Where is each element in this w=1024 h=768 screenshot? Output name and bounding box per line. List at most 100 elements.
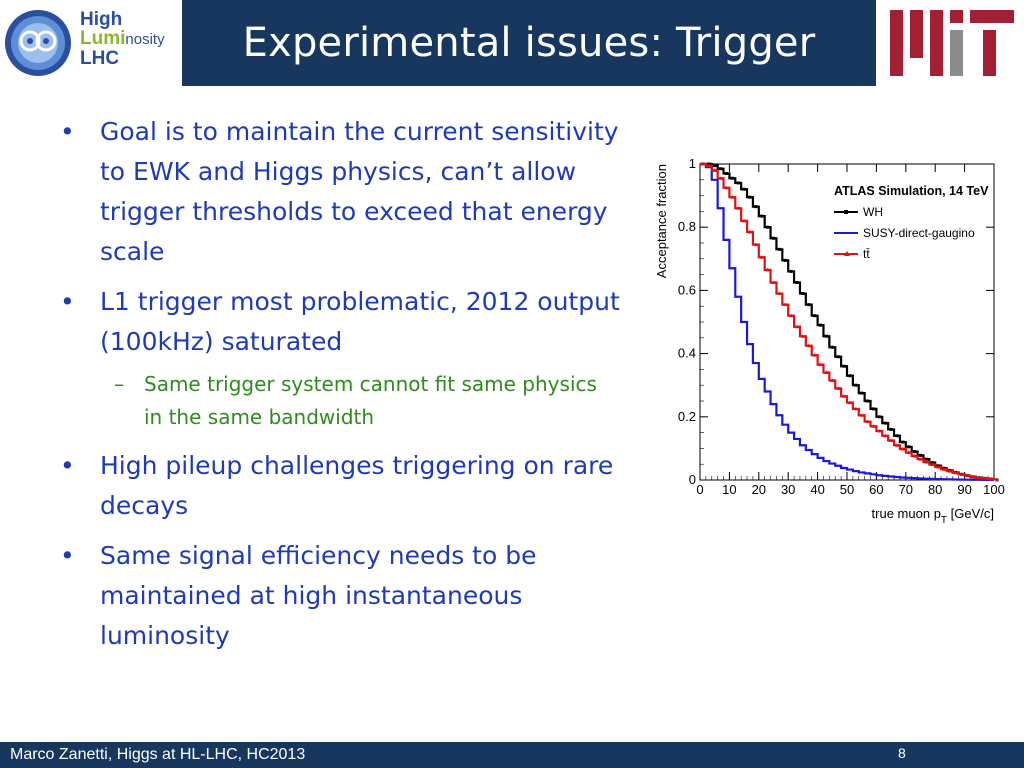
series-point-0 bbox=[795, 281, 799, 284]
series-point-2 bbox=[994, 478, 999, 482]
bullet-text: High pileup challenges triggering on rar… bbox=[100, 451, 614, 520]
series-point-2 bbox=[959, 472, 964, 476]
sub-bullet-item: – Same trigger system cannot fit same ph… bbox=[60, 368, 620, 434]
series-point-0 bbox=[919, 453, 922, 457]
footer: Marco Zanetti, Higgs at HL-LHC, HC2013 8 bbox=[0, 742, 1024, 768]
series-point-0 bbox=[730, 176, 734, 180]
series-point-0 bbox=[760, 214, 764, 218]
header: High Luminosity LHC Experimental issues:… bbox=[0, 0, 1024, 86]
series-point-2 bbox=[865, 419, 870, 424]
series-point-2 bbox=[730, 195, 735, 199]
bullet-text: L1 trigger most problematic, 2012 output… bbox=[100, 287, 620, 356]
series-point-2 bbox=[883, 433, 888, 438]
series-point-2 bbox=[889, 438, 894, 442]
x-tick-label: 90 bbox=[957, 482, 971, 497]
series-point-2 bbox=[894, 443, 899, 447]
series-point-0 bbox=[907, 445, 911, 449]
series-point-2 bbox=[842, 394, 847, 398]
series-point-0 bbox=[866, 399, 870, 403]
series-point-2 bbox=[989, 477, 994, 481]
y-tick-label: 0 bbox=[689, 472, 696, 487]
series-point-2 bbox=[936, 465, 941, 469]
series-point-0 bbox=[895, 434, 899, 438]
series-point-0 bbox=[901, 440, 905, 444]
series-point-2 bbox=[900, 447, 905, 451]
series-point-2 bbox=[765, 267, 770, 272]
series-point-0 bbox=[783, 258, 787, 262]
series-point-2 bbox=[971, 474, 976, 479]
series-point-2 bbox=[800, 334, 805, 338]
series-point-0 bbox=[719, 167, 723, 171]
series-point-0 bbox=[830, 345, 834, 349]
bullet-dot: • bbox=[60, 541, 75, 570]
series-point-0 bbox=[842, 364, 846, 368]
series-point-2 bbox=[983, 476, 988, 480]
bullet-item: • High pileup challenges triggering on r… bbox=[60, 446, 620, 526]
series-point-0 bbox=[860, 391, 864, 395]
series-point-2 bbox=[742, 218, 747, 223]
title-bar: Experimental issues: Trigger bbox=[182, 0, 876, 86]
series-point-2 bbox=[877, 429, 882, 433]
lhc-ring-icon bbox=[5, 10, 71, 76]
series-point-2 bbox=[818, 362, 823, 367]
series-point-0 bbox=[889, 427, 893, 431]
sub-bullet-dash: – bbox=[114, 372, 124, 396]
footer-credit: Marco Zanetti, Higgs at HL-LHC, HC2013 bbox=[10, 746, 306, 763]
series-point-2 bbox=[912, 453, 917, 458]
x-tick-label: 80 bbox=[928, 482, 942, 497]
series-point-0 bbox=[871, 407, 875, 411]
y-axis-label: Acceptance fraction bbox=[654, 164, 669, 278]
series-point-2 bbox=[736, 206, 741, 210]
series-point-2 bbox=[771, 280, 776, 284]
series-point-2 bbox=[706, 163, 711, 168]
logo-lumi: Lumi bbox=[80, 28, 126, 49]
x-tick-label: 20 bbox=[752, 482, 766, 497]
series-point-2 bbox=[783, 302, 788, 307]
series-point-2 bbox=[712, 168, 717, 172]
page-title: Experimental issues: Trigger bbox=[242, 20, 816, 66]
series-point-2 bbox=[853, 406, 858, 411]
legend-marker-2 bbox=[844, 251, 850, 256]
page-number: 8 bbox=[898, 745, 906, 761]
series-point-0 bbox=[848, 374, 852, 378]
logo-lhc: LHC bbox=[80, 48, 120, 69]
logo-nosity: nosity bbox=[125, 31, 165, 48]
y-tick-label: 0.4 bbox=[678, 346, 696, 361]
series-point-0 bbox=[772, 236, 775, 240]
series-point-0 bbox=[748, 195, 752, 199]
legend-label-1: SUSY-direct-gauginо bbox=[863, 226, 975, 240]
x-tick-label: 50 bbox=[840, 482, 854, 497]
series-point-2 bbox=[859, 413, 864, 417]
x-tick-label: 10 bbox=[722, 482, 736, 497]
bullet-dot: • bbox=[60, 451, 75, 480]
series-point-0 bbox=[789, 269, 793, 273]
x-tick-label: 100 bbox=[983, 482, 1005, 497]
series-point-0 bbox=[854, 383, 858, 387]
series-point-0 bbox=[824, 334, 828, 338]
series-point-0 bbox=[836, 355, 840, 359]
series-point-2 bbox=[830, 378, 835, 382]
chart-title: ATLAS Simulation, 14 TeV bbox=[834, 184, 989, 198]
bullet-item: • Goal is to maintain the current sensit… bbox=[60, 112, 620, 272]
series-point-2 bbox=[906, 450, 911, 455]
bullet-dot: • bbox=[60, 287, 75, 316]
x-axis-label: true muon pT [GeV/c] bbox=[872, 506, 994, 526]
x-tick-label: 40 bbox=[810, 482, 824, 497]
series-point-2 bbox=[806, 343, 811, 348]
series-point-0 bbox=[883, 421, 887, 425]
series-point-2 bbox=[812, 353, 817, 357]
series-point-2 bbox=[871, 424, 876, 428]
series-point-2 bbox=[718, 176, 723, 180]
series-point-0 bbox=[742, 187, 746, 191]
series-point-0 bbox=[713, 164, 717, 168]
series-line-1 bbox=[700, 162, 996, 482]
acceptance-chart: 0 10 20 30 40 50 60 70 80 90 100 0 0.2 0.4 0.6 0.8 1 Acce… bbox=[648, 150, 1008, 530]
series-point-0 bbox=[777, 247, 781, 251]
y-tick-label: 1 bbox=[689, 156, 696, 171]
series-point-2 bbox=[747, 229, 752, 234]
series-point-2 bbox=[965, 473, 970, 478]
y-tick-label: 0.2 bbox=[678, 409, 696, 424]
y-tick-label: 0.8 bbox=[678, 219, 696, 234]
series-point-2 bbox=[795, 324, 800, 329]
bullet-text: Same signal efficiency needs to be maint… bbox=[100, 541, 537, 650]
